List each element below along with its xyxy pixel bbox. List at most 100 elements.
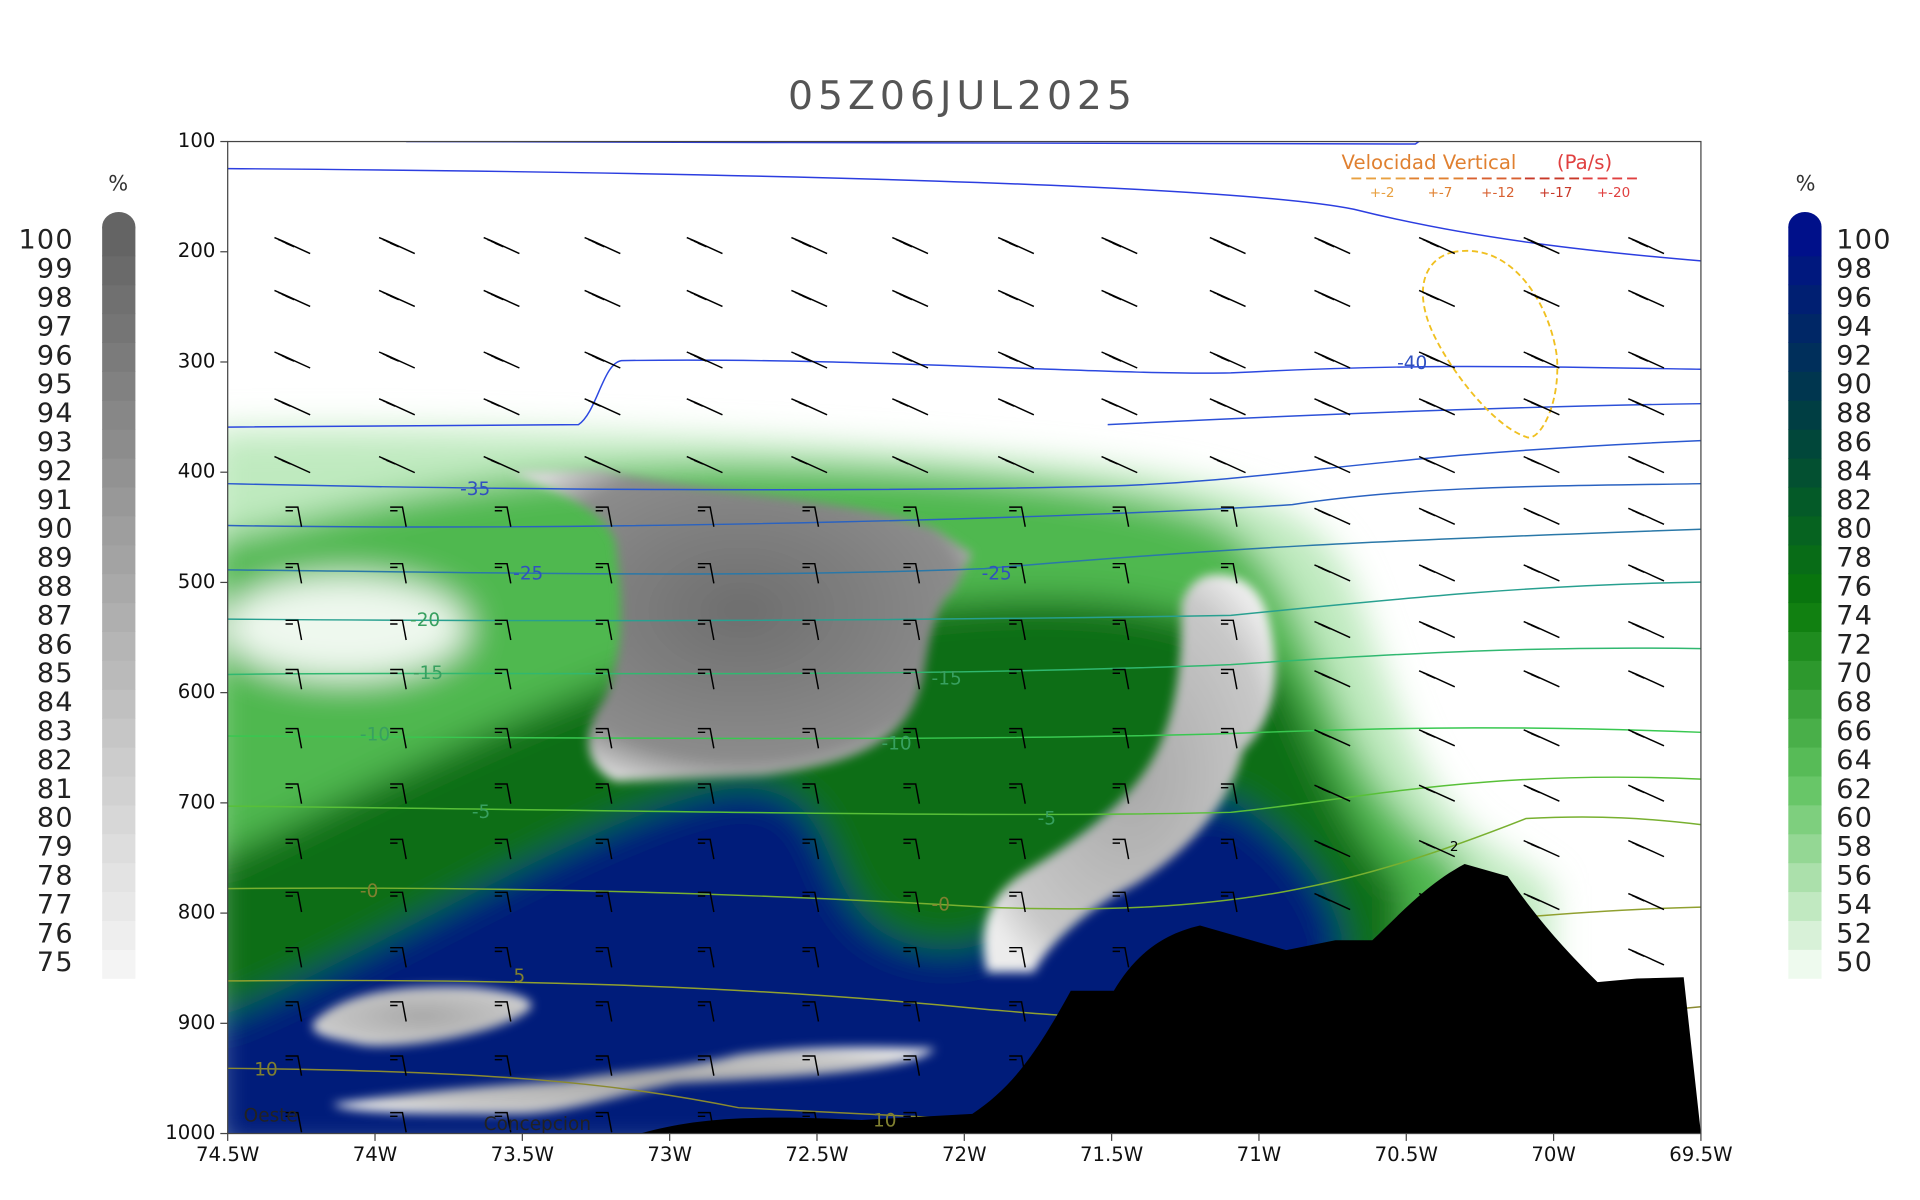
colorbar-label: 54 xyxy=(1836,889,1873,920)
wind-barb xyxy=(802,1055,820,1076)
colorbar-swatch xyxy=(1788,284,1822,315)
wind-barb xyxy=(483,289,520,308)
wind-barb xyxy=(1418,839,1456,858)
y-tick-label: 500 xyxy=(178,570,216,593)
wind-barb xyxy=(892,351,929,369)
wind-barb xyxy=(595,619,613,641)
wind-barb xyxy=(903,619,921,641)
wind-barb xyxy=(1009,783,1026,804)
wind-barb xyxy=(802,506,820,527)
wind-barb xyxy=(697,668,715,690)
wind-barb xyxy=(595,668,613,690)
colorbar-swatch xyxy=(1788,400,1822,430)
contour xyxy=(1526,906,1701,918)
y-tick-label: 400 xyxy=(178,460,216,483)
terrain xyxy=(640,864,1701,1134)
x-tick-label: 71W xyxy=(1237,1143,1282,1166)
colorbar-swatch xyxy=(102,602,136,632)
wind-barb xyxy=(892,398,929,416)
wind-barb xyxy=(1628,670,1665,688)
wind-barb xyxy=(892,289,929,308)
colorbar-swatch xyxy=(1788,342,1822,372)
colorbar-swatch xyxy=(102,660,136,690)
contour-label: -15 xyxy=(932,668,962,689)
wind-barb xyxy=(1112,506,1130,527)
colorbar-label: 75 xyxy=(37,947,74,978)
colorbar-swatch xyxy=(1788,920,1822,950)
wind-barb xyxy=(390,506,407,527)
contour xyxy=(227,359,1701,428)
contour xyxy=(227,439,1701,491)
wind-barb xyxy=(1314,351,1351,369)
colorbar-label: 94 xyxy=(37,398,74,429)
contour xyxy=(227,482,1701,528)
x-tick-label: 71.5W xyxy=(1080,1143,1143,1166)
wind-barb xyxy=(494,727,512,749)
wind-barb xyxy=(903,1055,921,1076)
colorbar-swatch xyxy=(102,226,136,257)
wind-barb xyxy=(997,236,1035,255)
wind-barb xyxy=(595,727,613,749)
colorbar-swatch xyxy=(1788,515,1822,546)
wind-barb xyxy=(1314,564,1351,582)
wind-barb xyxy=(802,838,820,860)
colorbar-swatch xyxy=(1788,602,1822,632)
wind-barb xyxy=(390,727,407,749)
wind-barb xyxy=(1628,948,1665,966)
wind-barb xyxy=(494,891,512,913)
colorbar-swatch xyxy=(1788,775,1822,806)
colorbar-label: 91 xyxy=(37,485,74,516)
wind-barb xyxy=(494,946,512,968)
contour-label: -10 xyxy=(360,725,390,746)
legend: Velocidad Vertical (Pa/s) +-2 +-7 +-12 +-17… xyxy=(1342,151,1641,201)
colorbar-label: 100 xyxy=(18,225,73,256)
colorbar-swatch xyxy=(1788,804,1822,835)
contour-label: -25 xyxy=(513,564,543,585)
colorbar-label: 76 xyxy=(1836,572,1873,603)
wind-barb xyxy=(274,398,311,416)
wind-barb xyxy=(1628,351,1665,369)
colorbar-label: 95 xyxy=(37,369,74,400)
wind-barb xyxy=(390,838,407,860)
y-tick-label: 900 xyxy=(178,1011,216,1034)
contour xyxy=(227,727,1701,740)
wind-barb xyxy=(1628,892,1665,911)
wind-barb xyxy=(584,351,621,369)
wind-barb xyxy=(378,289,416,308)
y-tick-label: 600 xyxy=(178,680,216,703)
wind-barb xyxy=(595,783,613,804)
contour-label: -0 xyxy=(360,881,378,902)
wind-barb xyxy=(285,506,303,527)
wind-barb xyxy=(595,946,613,968)
colorbar-label: 98 xyxy=(1836,254,1873,285)
x-tick-label: 74W xyxy=(353,1143,398,1166)
colorbar-swatch xyxy=(102,457,136,488)
cloud xyxy=(332,1047,936,1114)
colorbar-swatch xyxy=(1788,746,1822,777)
colorbar-swatch xyxy=(1788,457,1822,488)
colorbar-swatch xyxy=(102,891,136,921)
wind-barb xyxy=(1314,398,1351,416)
wind-barb xyxy=(802,619,820,641)
wind-barb xyxy=(494,506,512,527)
wind-barb xyxy=(697,838,715,860)
wind-barb xyxy=(390,619,407,641)
wind-barb xyxy=(285,1111,303,1133)
wind-barb xyxy=(1418,729,1456,747)
colorbar-swatch xyxy=(102,631,136,661)
wind-barb xyxy=(997,351,1035,369)
colorbar-label: 52 xyxy=(1836,918,1873,949)
wind-barb xyxy=(697,1055,715,1076)
colorbar-swatch xyxy=(102,689,136,719)
wind-barb xyxy=(1220,727,1238,749)
wind-barb xyxy=(390,1111,407,1133)
wind-barb xyxy=(697,946,715,968)
colorbar-unit: % xyxy=(1796,172,1816,196)
wind-barb xyxy=(1628,784,1665,802)
contour-label: -35 xyxy=(460,479,490,500)
colorbar-swatch xyxy=(1788,631,1822,661)
colorbar-label: 86 xyxy=(37,629,74,660)
wind-barb xyxy=(1314,289,1351,308)
wind-barb xyxy=(1418,784,1456,802)
wind-barb xyxy=(1314,729,1351,747)
